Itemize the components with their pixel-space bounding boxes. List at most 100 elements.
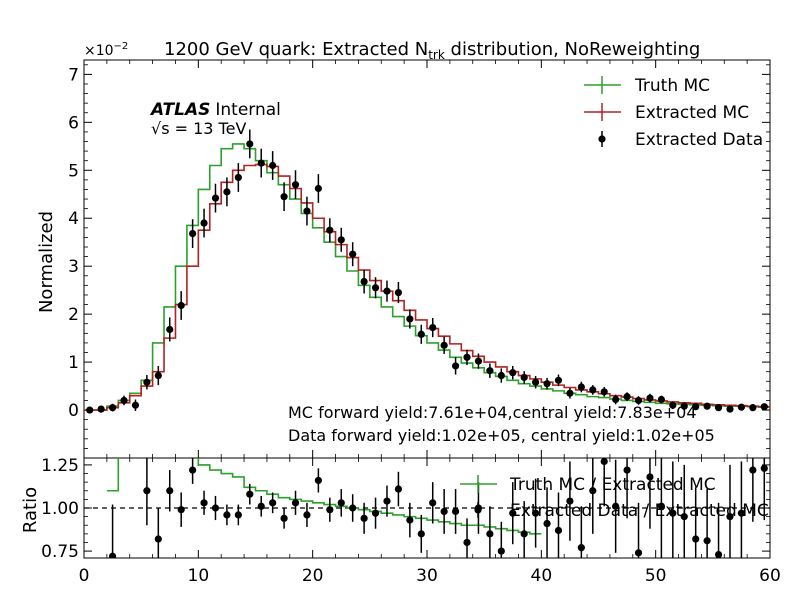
chart-title-tail: distribution, NoReweighting <box>445 39 701 60</box>
ratio-legend: Truth MC / Extracted MC Extracted Data /… <box>460 475 769 521</box>
atlas-label: ATLAS Internal <box>149 100 281 120</box>
x-tick-label: 0 <box>79 566 90 586</box>
data-point <box>703 402 711 410</box>
data-point <box>223 188 231 196</box>
ratio-point <box>589 487 597 495</box>
ratio-point <box>349 504 357 512</box>
data-point <box>86 406 94 414</box>
ratio-point <box>497 547 505 555</box>
data-point <box>749 404 757 412</box>
data-point <box>612 395 620 404</box>
data-point <box>714 404 723 412</box>
ratio-point <box>429 499 437 507</box>
data-point <box>371 284 380 292</box>
data-point <box>726 405 734 413</box>
atlas-label-tag: Internal <box>215 100 281 120</box>
data-point <box>509 369 517 377</box>
chart-title-subscript: trk <box>428 48 445 62</box>
data-point <box>394 288 403 297</box>
ratio-point <box>211 504 220 512</box>
data-point <box>269 161 277 170</box>
data-point <box>566 389 574 397</box>
main-y-tick-label: 2 <box>68 305 79 325</box>
ratio-point <box>463 538 471 547</box>
ratio-point <box>623 466 631 474</box>
data-point <box>383 287 391 295</box>
ratio-point <box>509 509 517 517</box>
main-y-tick-label: 5 <box>68 161 79 181</box>
data-point <box>486 367 494 375</box>
main-series-layer <box>84 129 770 414</box>
data-point <box>532 378 540 386</box>
data-point <box>303 207 311 215</box>
data-point <box>463 353 471 361</box>
ratio-point <box>612 502 620 510</box>
main-y-axis-label: Normalized <box>36 211 57 313</box>
ratio-point <box>371 509 380 517</box>
ratio-axis-ticks: 0.75 1.00 1.25 0 10 20 30 40 50 60 <box>41 456 781 586</box>
data-point <box>337 236 345 244</box>
x-tick-label: 20 <box>302 566 324 586</box>
x-tick-label: 40 <box>531 566 553 586</box>
data-yield-annotation: Data forward yield:1.02e+05, central yie… <box>288 426 715 445</box>
ratio-point <box>166 487 174 495</box>
data-point <box>520 373 528 382</box>
data-point <box>166 325 174 334</box>
ratio-series-layer <box>84 458 770 558</box>
data-point <box>440 341 448 349</box>
data-point <box>189 229 197 238</box>
data-point <box>577 383 585 391</box>
main-y-tick-label: 4 <box>68 209 79 229</box>
mc-yield-annotation: MC forward yield:7.61e+04,central yield:… <box>288 403 697 422</box>
ratio-point <box>703 537 711 545</box>
data-point <box>474 357 483 365</box>
ratio-point <box>383 497 391 505</box>
legend-ratio-truth-label: Truth MC / Extracted MC <box>509 475 716 495</box>
series-extracted-mc-step <box>84 163 770 411</box>
data-point <box>692 403 700 411</box>
ratio-point <box>543 519 551 528</box>
data-point <box>634 396 643 405</box>
x-tick-label: 10 <box>188 566 210 586</box>
data-point <box>646 394 654 402</box>
ratio-point <box>726 513 734 521</box>
ratio-point <box>554 526 563 535</box>
x-tick-label: 50 <box>645 566 667 586</box>
ratio-point <box>269 499 277 507</box>
main-axis-ticks: 0 1 2 3 4 5 6 7 <box>68 60 771 458</box>
data-point <box>349 250 357 258</box>
data-point <box>680 402 688 410</box>
data-point <box>326 226 334 234</box>
ratio-y-axis-label: Ratio <box>20 487 41 533</box>
legend-extracted-data-marker <box>598 135 606 143</box>
data-point <box>737 403 746 411</box>
data-point <box>429 323 437 332</box>
ratio-point <box>280 514 288 522</box>
ratio-point <box>314 476 322 485</box>
ratio-point <box>646 473 654 481</box>
data-point <box>623 393 631 401</box>
ratio-point <box>200 499 208 507</box>
atlas-label-bold: ATLAS <box>149 100 210 120</box>
legend-ratio-data-marker <box>474 506 482 514</box>
legend-truth-mc-label: Truth MC <box>634 76 710 96</box>
ratio-point <box>714 550 723 558</box>
data-point <box>97 405 105 413</box>
data-point <box>257 159 265 167</box>
ratio-point <box>669 509 677 517</box>
ratio-point <box>246 490 254 498</box>
data-point <box>657 395 665 404</box>
data-point <box>417 330 425 338</box>
ratio-point <box>223 511 231 519</box>
main-legend: Truth MC Extracted MC Extracted Data <box>584 76 763 150</box>
ratio-point <box>189 466 197 474</box>
ratio-point <box>406 516 414 524</box>
data-point <box>280 193 288 201</box>
ratio-point <box>154 535 162 543</box>
ratio-y-tick-label: 0.75 <box>41 542 79 562</box>
main-y-tick-label: 3 <box>68 257 79 277</box>
data-point <box>554 376 563 384</box>
chart-title: 1200 GeV quark: Extracted Ntrk distribut… <box>164 39 700 62</box>
data-point <box>600 388 608 396</box>
ratio-point <box>440 507 448 516</box>
